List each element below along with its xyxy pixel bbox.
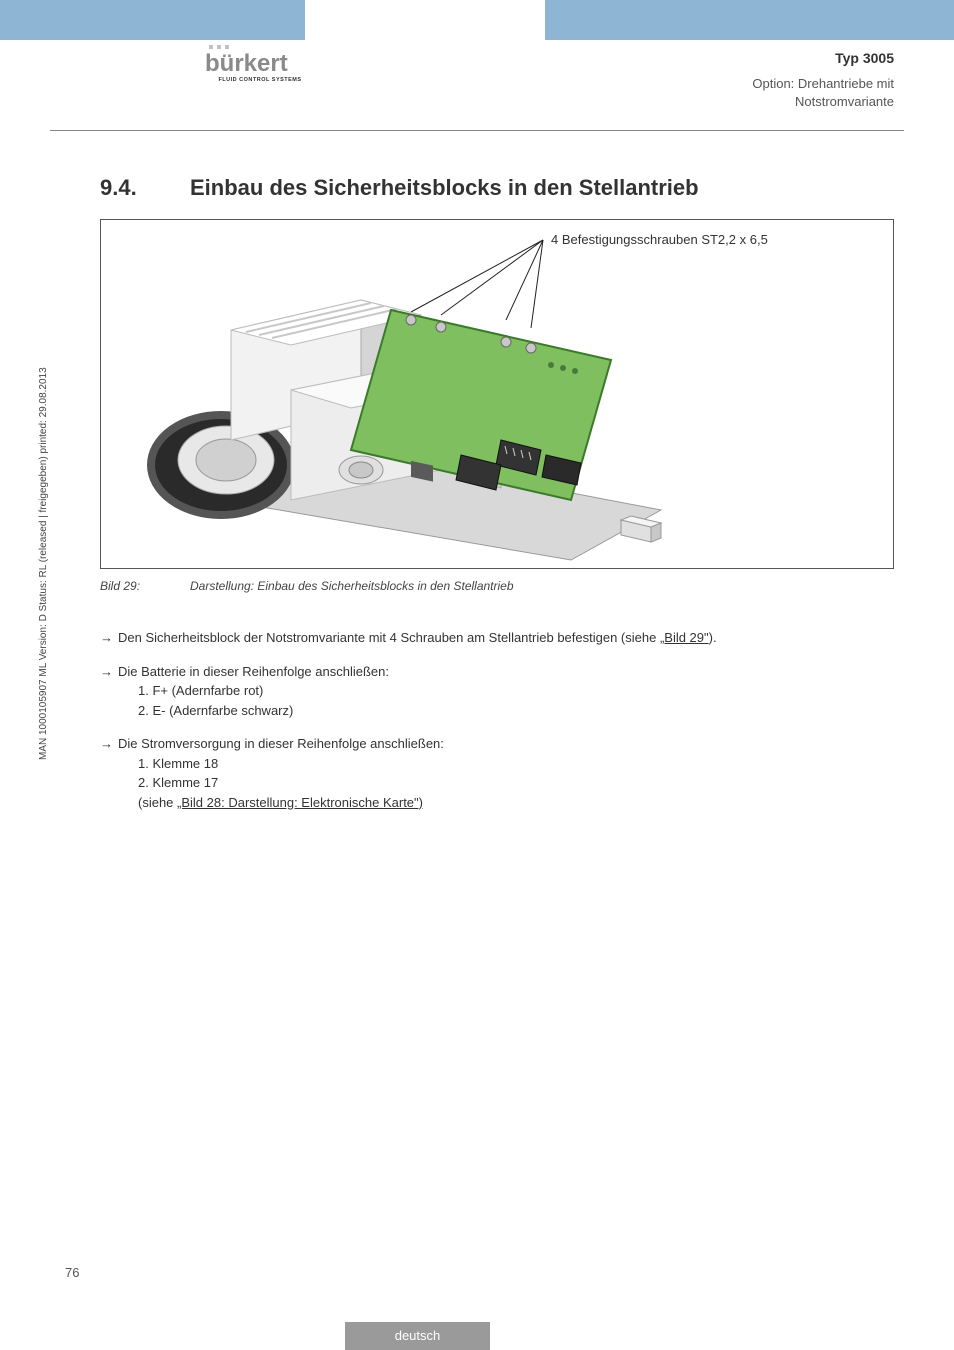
section-heading: 9.4.Einbau des Sicherheitsblocks in den …	[100, 175, 894, 201]
section-number: 9.4.	[100, 175, 190, 201]
substep: 1. F+ (Adernfarbe rot)	[138, 681, 894, 701]
step-text: Die Batterie in dieser Reihenfolge ansch…	[118, 664, 389, 679]
subtitle-line: Notstromvariante	[795, 94, 894, 109]
footer-language-label: deutsch	[345, 1322, 490, 1350]
arrow-icon: →	[100, 734, 118, 754]
document-metadata-sidebar: MAN 1000105907 ML Version: D Status: RL …	[38, 367, 49, 760]
bar-segment	[0, 0, 305, 40]
section-title: Einbau des Sicherheitsblocks in den Stel…	[190, 175, 699, 200]
figure-container: 4 Befestigungsschrauben ST2,2 x 6,5	[100, 219, 894, 569]
figure-link[interactable]: „Bild 29"	[660, 630, 709, 645]
header-color-bar	[0, 0, 954, 40]
bar-gap	[305, 0, 545, 40]
footer-segment	[490, 1322, 954, 1350]
main-section: 9.4.Einbau des Sicherheitsblocks in den …	[100, 175, 894, 826]
step-text: Den Sicherheitsblock der Notstromvariant…	[118, 630, 660, 645]
body-text: →Den Sicherheitsblock der Notstromvarian…	[100, 628, 894, 812]
burkert-logo-icon: bürkert	[205, 45, 315, 75]
page-number: 76	[65, 1265, 79, 1280]
step-text: Die Stromversorgung in dieser Reihenfolg…	[118, 736, 444, 751]
substep: 1. Klemme 18	[138, 754, 894, 774]
document-type: Typ 3005	[835, 50, 894, 66]
instruction-step: →Den Sicherheitsblock der Notstromvarian…	[100, 628, 894, 648]
instruction-step: →Die Batterie in dieser Reihenfolge ansc…	[100, 662, 894, 721]
footer-segment	[0, 1322, 345, 1350]
logo: bürkert FLUID CONTROL SYSTEMS	[205, 45, 315, 83]
substep: (siehe „Bild 28: Darstellung: Elektronis…	[138, 793, 894, 813]
figure-caption-text: Darstellung: Einbau des Sicherheitsblock…	[190, 579, 514, 593]
document-subtitle: Option: Drehantriebe mit Notstromvariant…	[752, 75, 894, 111]
figure-caption: Bild 29:Darstellung: Einbau des Sicherhe…	[100, 579, 894, 593]
subtitle-line: Option: Drehantriebe mit	[752, 76, 894, 91]
header-divider	[50, 130, 904, 131]
figure-callout-label: 4 Befestigungsschrauben ST2,2 x 6,5	[551, 232, 768, 247]
step-text: (siehe	[138, 795, 177, 810]
logo-subtitle: FLUID CONTROL SYSTEMS	[205, 77, 315, 83]
step-text: ).	[709, 630, 717, 645]
substep: 2. E- (Adernfarbe schwarz)	[138, 701, 894, 721]
arrow-icon: →	[100, 662, 118, 682]
substep: 2. Klemme 17	[138, 773, 894, 793]
figure-link[interactable]: „Bild 28: Darstellung: Elektronische Kar…	[177, 795, 423, 810]
instruction-step: →Die Stromversorgung in dieser Reihenfol…	[100, 734, 894, 812]
figure-number: Bild 29:	[100, 579, 190, 593]
footer-bar: deutsch	[0, 1322, 954, 1350]
logo-text: bürkert	[205, 50, 288, 75]
arrow-icon: →	[100, 628, 118, 648]
bar-segment	[545, 0, 954, 40]
actuator-illustration	[101, 220, 891, 568]
